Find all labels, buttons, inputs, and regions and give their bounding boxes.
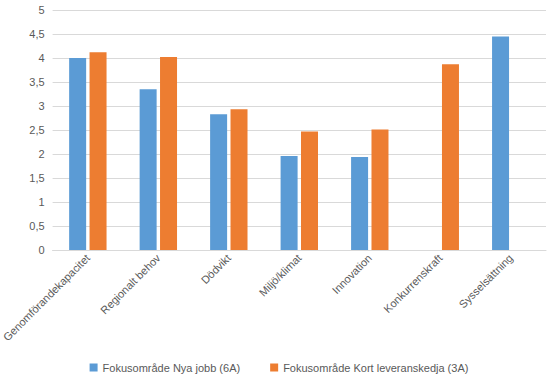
svg-text:4,5: 4,5 xyxy=(29,28,44,40)
svg-text:0: 0 xyxy=(38,244,44,256)
svg-text:Miljö/klimat: Miljö/klimat xyxy=(257,252,304,299)
svg-text:1: 1 xyxy=(38,196,44,208)
svg-text:2,5: 2,5 xyxy=(29,124,44,136)
svg-text:Fokusområde Nya jobb (6A): Fokusområde Nya jobb (6A) xyxy=(103,362,241,374)
svg-text:Genomförandekapacitet: Genomförandekapacitet xyxy=(1,252,92,343)
svg-text:Konkurrenskraft: Konkurrenskraft xyxy=(381,252,444,315)
svg-text:Sysselsättning: Sysselsättning xyxy=(456,252,515,311)
svg-text:Regionalt behov: Regionalt behov xyxy=(98,251,163,316)
svg-text:3: 3 xyxy=(38,100,44,112)
svg-text:2: 2 xyxy=(38,148,44,160)
svg-text:1,5: 1,5 xyxy=(29,172,44,184)
svg-text:Fokusområde Kort leveranskedja: Fokusområde Kort leveranskedja (3A) xyxy=(283,362,468,374)
svg-text:Dödvikt: Dödvikt xyxy=(199,252,233,286)
svg-text:4: 4 xyxy=(38,52,44,64)
svg-text:Innovation: Innovation xyxy=(330,252,374,296)
svg-text:3,5: 3,5 xyxy=(29,76,44,88)
svg-text:5: 5 xyxy=(38,4,44,16)
svg-text:0,5: 0,5 xyxy=(29,220,44,232)
